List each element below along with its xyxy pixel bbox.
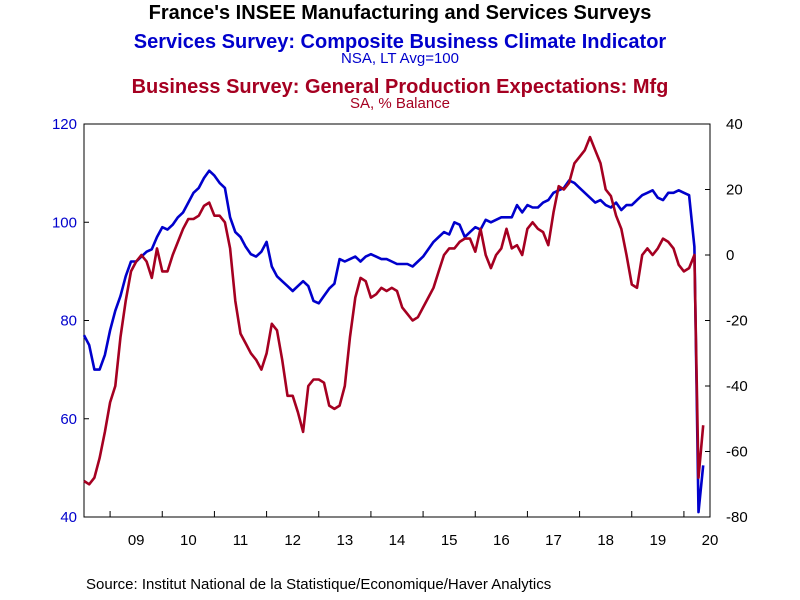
right-axis-tick-label: 0 [726, 247, 734, 264]
x-axis-tick-label: 11 [233, 532, 249, 549]
right-axis-tick-label: -60 [726, 444, 748, 461]
series-line-services-climate [82, 169, 705, 514]
left-axis-tick-label: 80 [60, 313, 77, 330]
source-note: Source: Institut National de la Statisti… [86, 576, 552, 593]
x-axis-tick-label: 17 [545, 532, 562, 549]
right-axis-tick-label: 20 [726, 182, 743, 199]
series2-title: Business Survey: General Production Expe… [131, 76, 669, 98]
left-axis-tick-label: 100 [52, 214, 77, 231]
left-axis-tick-label: 40 [60, 509, 77, 526]
series1-title: Services Survey: Composite Business Clim… [133, 31, 667, 53]
x-axis-tick-label: 13 [336, 532, 353, 549]
series-line-mfg-production-expectations [83, 135, 705, 486]
right-axis-tick-label: -80 [726, 509, 748, 526]
x-axis-tick-label: 20 [702, 532, 719, 549]
x-axis-tick-label: 16 [493, 532, 510, 549]
series1-unit-label: NSA, LT Avg=100 [340, 50, 459, 67]
chart-title: France's INSEE Manufacturing and Service… [148, 2, 652, 24]
x-axis-tick-label: 19 [649, 532, 666, 549]
x-axis-tick-label: 18 [597, 532, 614, 549]
right-axis-tick-label: -20 [726, 313, 748, 330]
x-axis-tick-label: 14 [389, 532, 406, 549]
left-axis-tick-label: 60 [60, 411, 77, 428]
x-axis-tick-label: 12 [284, 532, 301, 549]
right-axis-tick-label: -40 [726, 378, 748, 395]
left-axis-tick-label: 120 [52, 116, 77, 133]
right-axis-tick-label: 40 [726, 116, 743, 133]
x-axis-tick-label: 09 [128, 532, 145, 549]
x-axis-tick-label: 15 [441, 532, 458, 549]
series2-unit-label: SA, % Balance [349, 95, 451, 112]
x-axis-tick-label: 10 [180, 532, 197, 549]
plot-frame [83, 123, 711, 518]
